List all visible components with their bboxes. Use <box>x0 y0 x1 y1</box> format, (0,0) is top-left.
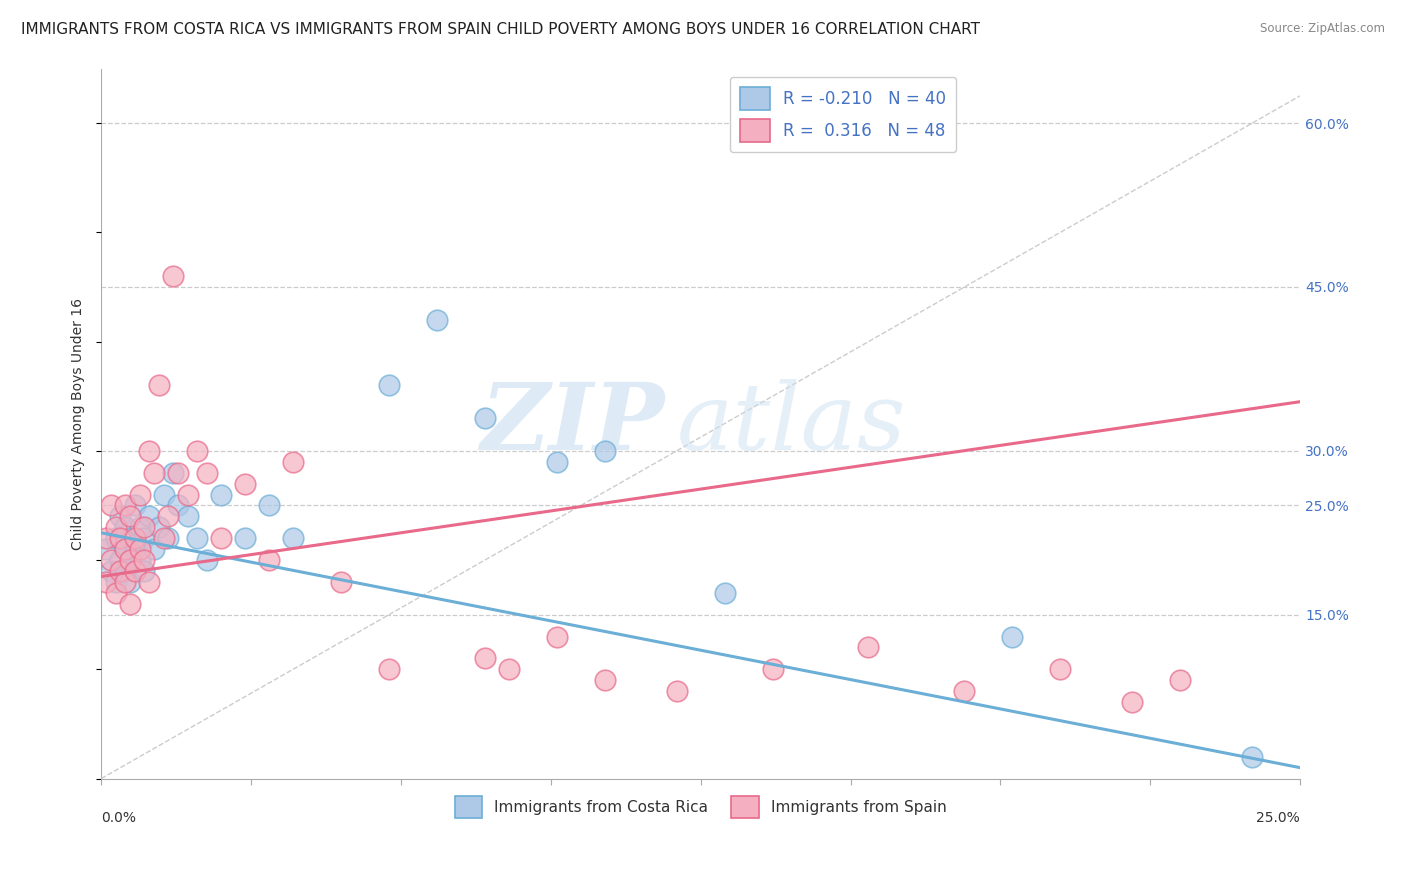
Point <box>281 455 304 469</box>
Point <box>128 542 150 557</box>
Point <box>114 542 136 557</box>
Point <box>858 640 880 655</box>
Point <box>128 520 150 534</box>
Point <box>118 597 141 611</box>
Point <box>162 466 184 480</box>
Text: 0.0%: 0.0% <box>101 811 136 824</box>
Point <box>128 553 150 567</box>
Point <box>257 499 280 513</box>
Point <box>104 586 127 600</box>
Point <box>498 662 520 676</box>
Point <box>665 684 688 698</box>
Point <box>134 564 156 578</box>
Point <box>233 476 256 491</box>
Point <box>118 553 141 567</box>
Point <box>124 542 146 557</box>
Point <box>114 520 136 534</box>
Y-axis label: Child Poverty Among Boys Under 16: Child Poverty Among Boys Under 16 <box>72 298 86 549</box>
Point <box>186 443 208 458</box>
Point <box>474 651 496 665</box>
Point <box>110 531 132 545</box>
Point <box>157 531 180 545</box>
Point <box>114 499 136 513</box>
Point <box>713 586 735 600</box>
Point <box>209 487 232 501</box>
Point <box>176 487 198 501</box>
Point <box>138 574 160 589</box>
Point <box>100 499 122 513</box>
Point <box>118 574 141 589</box>
Point <box>546 455 568 469</box>
Point <box>593 443 616 458</box>
Point <box>167 466 190 480</box>
Point <box>110 553 132 567</box>
Point <box>1001 630 1024 644</box>
Point <box>761 662 783 676</box>
Point <box>953 684 976 698</box>
Point <box>114 574 136 589</box>
Point <box>134 531 156 545</box>
Point <box>233 531 256 545</box>
Point <box>474 411 496 425</box>
Point <box>426 312 449 326</box>
Point <box>186 531 208 545</box>
Point <box>114 542 136 557</box>
Point <box>152 531 174 545</box>
Point <box>1121 695 1143 709</box>
Point <box>138 443 160 458</box>
Legend: Immigrants from Costa Rica, Immigrants from Spain: Immigrants from Costa Rica, Immigrants f… <box>449 790 953 824</box>
Point <box>138 509 160 524</box>
Point <box>134 553 156 567</box>
Point <box>378 378 401 392</box>
Text: Source: ZipAtlas.com: Source: ZipAtlas.com <box>1260 22 1385 36</box>
Point <box>94 542 117 557</box>
Point <box>195 553 218 567</box>
Point <box>110 509 132 524</box>
Point <box>114 564 136 578</box>
Point <box>281 531 304 545</box>
Point <box>148 520 170 534</box>
Point <box>148 378 170 392</box>
Point <box>124 564 146 578</box>
Point <box>94 574 117 589</box>
Point <box>100 553 122 567</box>
Point <box>167 499 190 513</box>
Point <box>94 531 117 545</box>
Text: ZIP: ZIP <box>481 378 665 468</box>
Point <box>546 630 568 644</box>
Point <box>100 564 122 578</box>
Point <box>1168 673 1191 688</box>
Point <box>124 531 146 545</box>
Point <box>124 499 146 513</box>
Point <box>104 574 127 589</box>
Point <box>143 542 166 557</box>
Point <box>118 531 141 545</box>
Point <box>118 553 141 567</box>
Point <box>110 564 132 578</box>
Point <box>257 553 280 567</box>
Point <box>118 509 141 524</box>
Point <box>209 531 232 545</box>
Point <box>1241 749 1264 764</box>
Point <box>134 520 156 534</box>
Point <box>104 520 127 534</box>
Point <box>1049 662 1071 676</box>
Point <box>176 509 198 524</box>
Point <box>143 466 166 480</box>
Point <box>128 487 150 501</box>
Point <box>593 673 616 688</box>
Point <box>195 466 218 480</box>
Point <box>378 662 401 676</box>
Text: IMMIGRANTS FROM COSTA RICA VS IMMIGRANTS FROM SPAIN CHILD POVERTY AMONG BOYS UND: IMMIGRANTS FROM COSTA RICA VS IMMIGRANTS… <box>21 22 980 37</box>
Point <box>330 574 353 589</box>
Point <box>152 487 174 501</box>
Text: 25.0%: 25.0% <box>1257 811 1301 824</box>
Point <box>162 268 184 283</box>
Point <box>104 531 127 545</box>
Point <box>157 509 180 524</box>
Text: atlas: atlas <box>676 378 907 468</box>
